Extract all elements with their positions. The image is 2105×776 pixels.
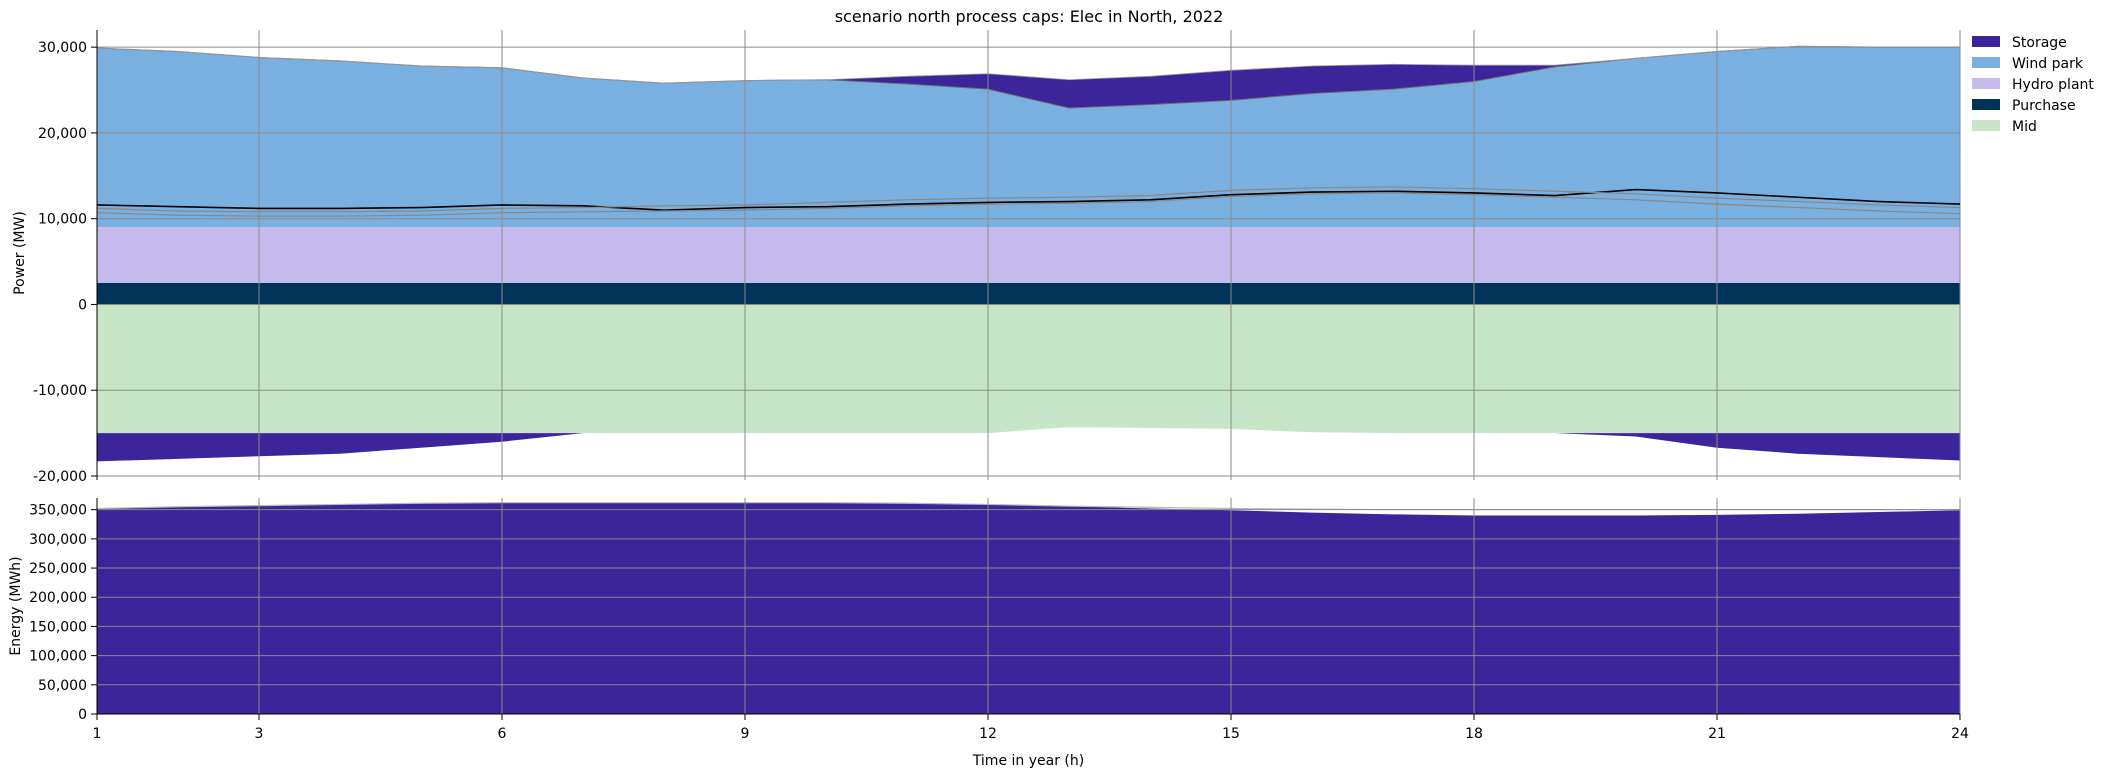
y-tick-label: 10,000	[38, 212, 87, 228]
x-tick-label: 24	[1951, 726, 1969, 742]
series-wind-park-area	[97, 46, 1960, 228]
x-tick-label: 12	[979, 726, 997, 742]
x-tick-label: 1	[93, 726, 102, 742]
y-tick-label: 250,000	[29, 561, 87, 577]
x-tick-label: 6	[498, 726, 507, 742]
legend-swatch-storage	[1972, 36, 2000, 47]
series-purchase-area	[97, 283, 1960, 305]
y-tick-label: 0	[78, 707, 87, 723]
energy-panel: 1 3 6 9 12 15 18 21 24 0 50,000 100,000 150,000 200,0…	[8, 498, 1969, 769]
x-tick-label: 18	[1465, 726, 1483, 742]
y-tick-label: 350,000	[29, 503, 87, 519]
series-hydro-plant-area	[97, 227, 1960, 284]
y-tick-label: 50,000	[38, 678, 87, 694]
stack-top-edge	[96, 45, 1960, 84]
y-axis-label-energy: Energy (MWh)	[8, 556, 24, 655]
series-storage-energy-area	[97, 502, 1960, 714]
legend-swatch-mid	[1972, 120, 2000, 131]
overlay-line-0	[96, 188, 1961, 211]
legend-label-purchase: Purchase	[2012, 98, 2076, 114]
overlay-line-1	[96, 186, 1961, 213]
x-tick-label: 3	[255, 726, 264, 742]
chart-title: scenario north process caps: Elec in Nor…	[835, 7, 1224, 26]
y-tick-label: 100,000	[29, 649, 87, 665]
x-tick-label: 9	[741, 726, 750, 742]
power-panel: -20,000 -10,000 0 10,000 20,000 30,000 Power (…	[12, 30, 1961, 485]
y-tick-label: 200,000	[29, 590, 87, 606]
y-tick-label: -20,000	[33, 469, 87, 485]
y-tick-label: 0	[78, 297, 87, 313]
legend-label-hydro-plant: Hydro plant	[2012, 77, 2094, 93]
legend-swatch-hydro-plant	[1972, 78, 2000, 89]
legend-swatch-purchase	[1972, 99, 2000, 110]
legend: Storage Wind park Hydro plant Purchase Mid	[1972, 35, 2094, 135]
legend-label-mid: Mid	[2012, 119, 2037, 135]
legend-swatch-wind-park	[1972, 57, 2000, 68]
y-tick-label: 30,000	[38, 40, 87, 56]
series-storage-positive-area	[97, 46, 1960, 109]
x-tick-label: 15	[1222, 726, 1240, 742]
y-tick-label: 300,000	[29, 532, 87, 548]
x-axis-label: Time in year (h)	[972, 753, 1084, 769]
y-axis-label-power: Power (MW)	[12, 211, 28, 295]
legend-label-wind-park: Wind park	[2012, 56, 2084, 72]
overlay-line-2	[96, 192, 1961, 217]
y-tick-label: 150,000	[29, 619, 87, 635]
y-tick-label: 20,000	[38, 126, 87, 142]
x-tick-label: 21	[1708, 726, 1726, 742]
y-tick-label: -10,000	[33, 383, 87, 399]
legend-label-storage: Storage	[2012, 35, 2067, 51]
series-mid-area	[97, 304, 1960, 434]
